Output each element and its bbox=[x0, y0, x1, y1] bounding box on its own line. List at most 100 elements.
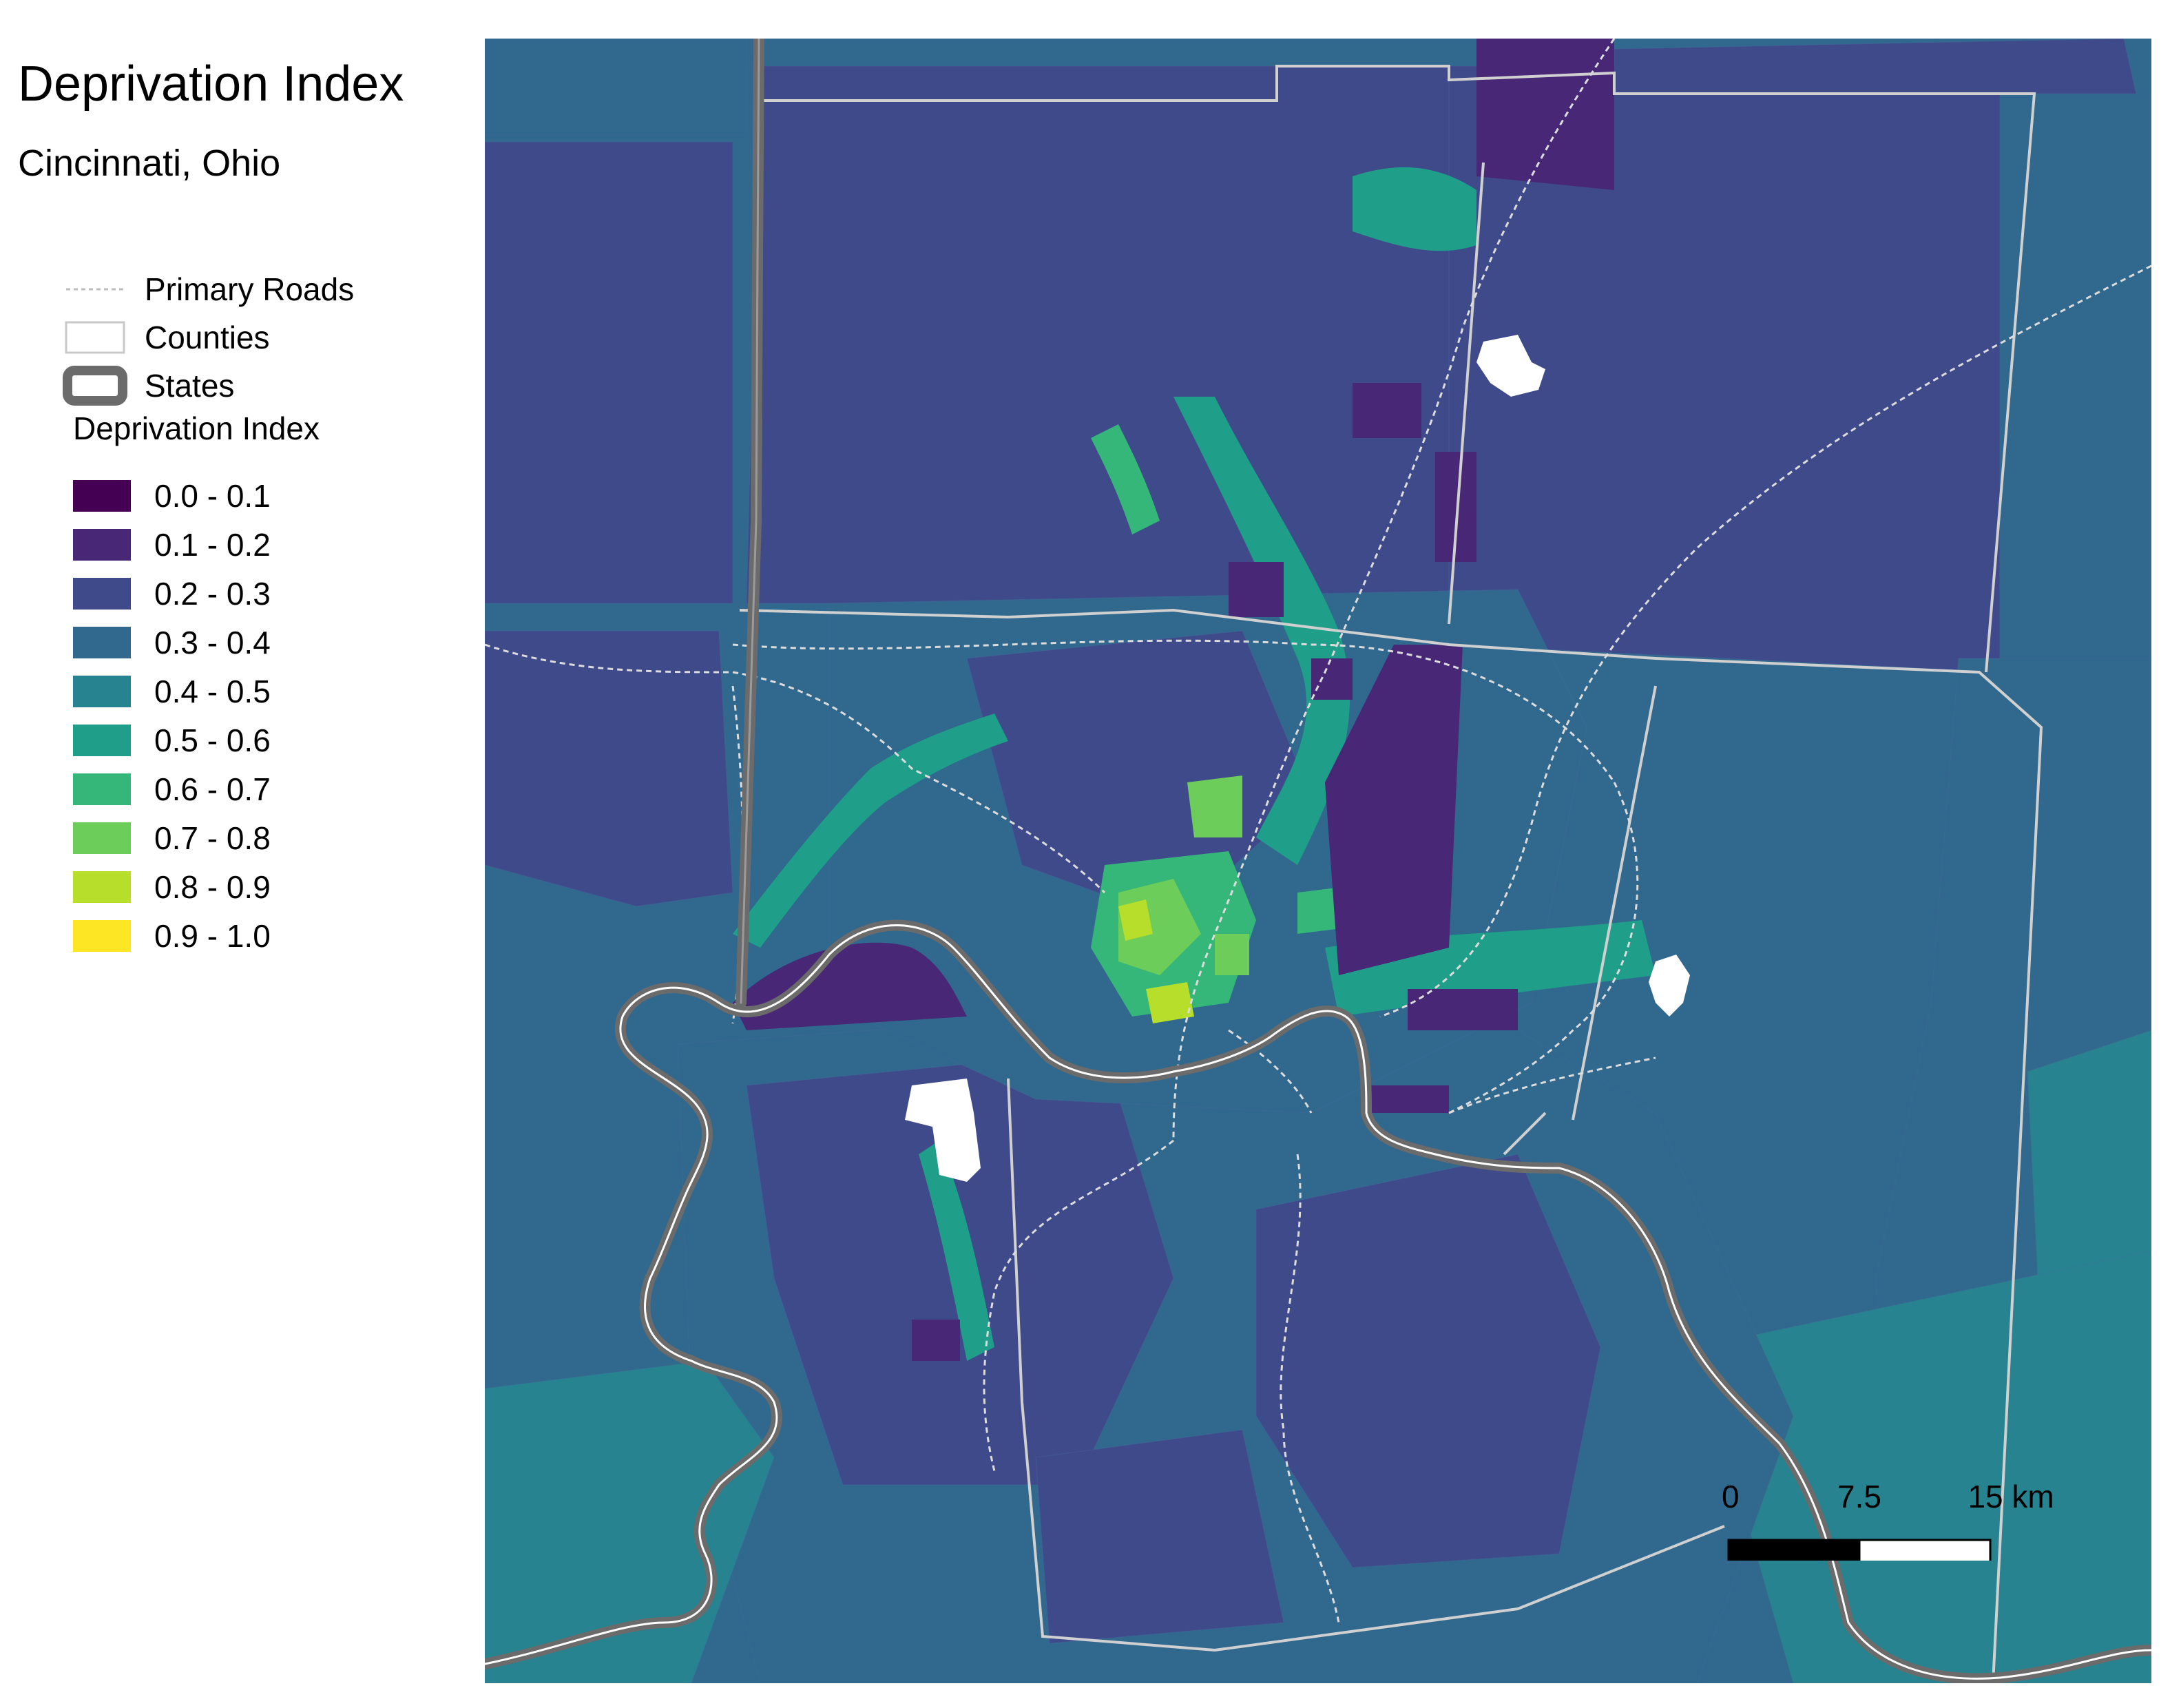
tract-area-north-central bbox=[746, 39, 1450, 604]
road-i275-east bbox=[1448, 782, 1639, 1114]
map-panel[interactable] bbox=[485, 39, 2151, 1683]
tract-area-far-ne bbox=[1999, 93, 2151, 673]
tract-sharonville-purple bbox=[1435, 452, 1476, 562]
road-i75 bbox=[1172, 39, 1616, 1141]
tract-millcreek-corridor bbox=[1173, 397, 1350, 865]
tract-polygons bbox=[485, 39, 2151, 1683]
tract-south-teal-strip bbox=[919, 1141, 994, 1361]
legend-class-item: 0.4 - 0.5 bbox=[62, 671, 271, 712]
road-i71 bbox=[1379, 264, 2151, 1018]
legend-class-swatch bbox=[73, 871, 131, 903]
no-data-areas bbox=[905, 335, 1690, 1182]
road-i471 bbox=[1228, 1029, 1313, 1114]
tract-downtown-yellowgreen bbox=[1146, 982, 1194, 1023]
county-line-boone-kenton bbox=[1007, 1078, 1725, 1652]
county-line-butler bbox=[760, 65, 2036, 673]
tract-area-west-lower bbox=[485, 630, 733, 907]
tract-area-west bbox=[485, 141, 733, 604]
legend-class-label: 0.1 - 0.2 bbox=[154, 527, 271, 563]
tract-area-south-purple-2 bbox=[1035, 1429, 1284, 1644]
legend-class-item: 0.1 - 0.2 bbox=[62, 524, 271, 565]
tract-river-west-teal bbox=[733, 714, 1008, 948]
tract-northside-green bbox=[1187, 775, 1242, 837]
tract-indian-hill-purple bbox=[1325, 645, 1463, 975]
legend-class-swatch bbox=[73, 676, 131, 707]
tract-mason-purple bbox=[1476, 39, 1614, 190]
legend-class-swatch bbox=[73, 480, 131, 512]
legend-class-item: 0.5 - 0.6 bbox=[62, 720, 271, 761]
legend-class-item: 0.2 - 0.3 bbox=[62, 573, 271, 614]
tract-madeira-purple bbox=[1311, 658, 1353, 700]
tract-north-green-spur bbox=[1091, 424, 1160, 534]
legend-class-swatch bbox=[73, 578, 131, 610]
legend-label-counties: Counties bbox=[145, 320, 270, 355]
county-boundaries bbox=[739, 65, 2043, 1683]
tract-area-southeast-teal bbox=[1696, 1250, 2151, 1683]
legend-class-label: 0.8 - 0.9 bbox=[154, 869, 271, 905]
tract-area-central-purple bbox=[966, 630, 1312, 921]
legend-item-counties: Counties bbox=[62, 317, 270, 358]
legend-class-item: 0.6 - 0.7 bbox=[62, 769, 271, 810]
legend-item-states: States bbox=[62, 365, 234, 406]
scale-bar: 0 7.5 15 km bbox=[1722, 1478, 2054, 1561]
legend-class-label: 0.4 - 0.5 bbox=[154, 674, 271, 709]
tract-area-south-central bbox=[1255, 1154, 1601, 1568]
no-data-east bbox=[1649, 955, 1690, 1017]
states-symbol-icon bbox=[62, 366, 128, 406]
legend-class-swatch bbox=[73, 773, 131, 805]
legend-class-swatch bbox=[73, 627, 131, 658]
no-data-airport-north bbox=[1476, 335, 1545, 397]
scale-bar-label-end: 15 km bbox=[1968, 1479, 2054, 1514]
choropleth-map[interactable] bbox=[485, 39, 2151, 1683]
county-line-campbell bbox=[1503, 1112, 1547, 1156]
county-line-warren bbox=[1448, 162, 1485, 625]
tract-north-teal bbox=[1353, 167, 1476, 251]
legend-item-roads: Primary Roads bbox=[62, 269, 354, 310]
legend-classes-title: Deprivation Index bbox=[73, 410, 320, 446]
legend-class-item: 0.7 - 0.8 bbox=[62, 817, 271, 859]
scale-bar-label-mid: 7.5 bbox=[1837, 1479, 1881, 1514]
legend-class-item: 0.3 - 0.4 bbox=[62, 622, 271, 663]
legend-label-states: States bbox=[145, 368, 235, 404]
tract-walnut-hills-green bbox=[1215, 934, 1249, 975]
legend-class-item: 0.9 - 1.0 bbox=[62, 915, 271, 957]
legend-class-swatch bbox=[73, 822, 131, 854]
legend-class-label: 0.5 - 0.6 bbox=[154, 722, 271, 758]
tract-riverside-purple bbox=[733, 942, 967, 1030]
road-i74 bbox=[485, 643, 1106, 894]
scale-bar-white-segment bbox=[1858, 1539, 1992, 1561]
county-line-hamilton-east bbox=[1572, 685, 1657, 1121]
county-line-clermont bbox=[1655, 657, 2043, 1683]
counties-symbol-icon bbox=[62, 321, 128, 354]
legend-class-label: 0.6 - 0.7 bbox=[154, 771, 271, 807]
tract-mtwashington-purple bbox=[1366, 1085, 1449, 1113]
road-ky-south bbox=[1280, 1154, 1340, 1623]
legend-class-label: 0.0 - 0.1 bbox=[154, 478, 271, 514]
scale-bar-label-0: 0 bbox=[1722, 1479, 1740, 1514]
primary-roads bbox=[485, 39, 2151, 1623]
tract-westchester-purple bbox=[1353, 383, 1421, 438]
tract-anderson-purple bbox=[1408, 989, 1518, 1030]
legend-class-label: 0.9 - 1.0 bbox=[154, 918, 271, 954]
legend-class-swatch bbox=[73, 725, 131, 756]
legend-class-swatch bbox=[73, 920, 131, 952]
road-i275-north bbox=[732, 639, 1616, 783]
county-line-hamilton-north bbox=[739, 608, 1656, 660]
legend-class-item: 0.0 - 0.1 bbox=[62, 475, 271, 517]
road-us50-east bbox=[1448, 1056, 1656, 1114]
legend-class-item: 0.8 - 0.9 bbox=[62, 866, 271, 908]
map-subtitle: Cincinnati, Ohio bbox=[18, 143, 281, 184]
legend-class-label: 0.7 - 0.8 bbox=[154, 820, 271, 856]
state-boundaries bbox=[485, 39, 2151, 1683]
legend-class-label: 0.2 - 0.3 bbox=[154, 576, 271, 612]
tract-nky-purple bbox=[912, 1320, 960, 1361]
state-line-indiana-center bbox=[740, 39, 760, 1004]
tract-area-northwest bbox=[485, 39, 747, 136]
no-data-cvg-airport bbox=[905, 1079, 981, 1182]
scale-bar-black-segment bbox=[1727, 1539, 1861, 1561]
primary-roads-symbol-icon bbox=[62, 273, 128, 306]
ohio-river-centerline bbox=[485, 924, 2151, 1680]
map-title: Deprivation Index bbox=[18, 56, 404, 112]
road-i75-ky bbox=[983, 1139, 1174, 1472]
legend-class-swatch bbox=[73, 529, 131, 561]
